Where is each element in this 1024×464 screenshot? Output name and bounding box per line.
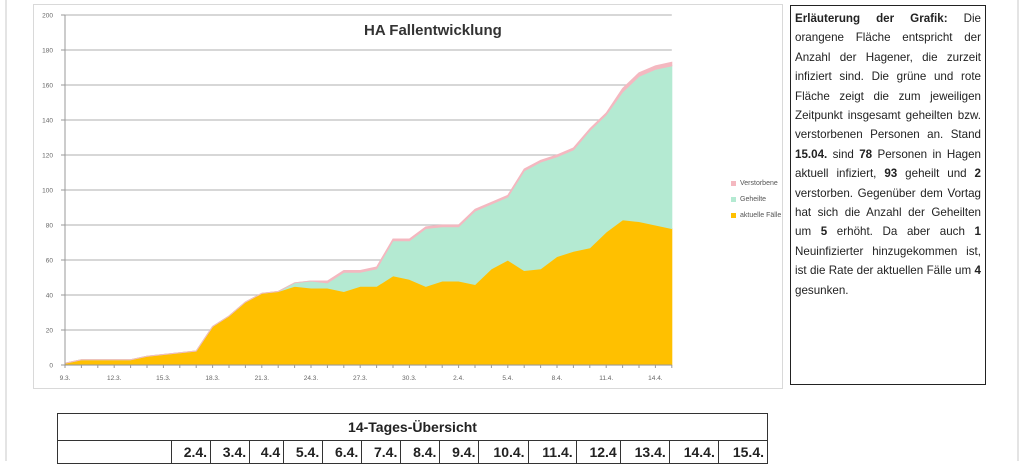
legend-item-geheilte: Geheilte — [731, 191, 781, 207]
date-header-cell: 9.4. — [439, 440, 480, 464]
date-header-cell: 11.4. — [527, 440, 577, 464]
explanation-new-infected: 1 — [974, 225, 981, 239]
overview-table-title: 14-Tages-Übersicht — [57, 413, 768, 441]
y-tick-label: 80 — [46, 223, 54, 230]
explanation-heading: Erläuterung der Grafik: — [795, 12, 948, 25]
chart-title: HA Fallentwicklung — [364, 22, 502, 39]
explanation-healed-count: 93 — [884, 167, 898, 181]
overview-date-row: 2.4. 3.4. 4.4 5.4. 6.4. 7.4. 8.4. 9.4. 10.4. 11.4… — [57, 440, 769, 464]
x-tick-label: 15.3. — [156, 375, 171, 382]
x-tick-label: 5.4. — [502, 375, 513, 382]
overview-table-wrap: 14-Tages-Übersicht 2.4. 3.4. 4.4 5.4. 6.4. 7.… — [57, 413, 769, 464]
legend-label: Geheilte — [740, 195, 767, 203]
legend-swatch-geheilte — [731, 196, 736, 202]
x-tick-label: 9.3. — [60, 375, 71, 382]
date-header-cell: 4.4 — [249, 440, 285, 464]
explanation-text: geheilt und — [897, 167, 975, 181]
legend-label: Verstorbene — [740, 179, 778, 187]
legend-item-aktuelle-faelle: aktuelle Fälle — [731, 207, 781, 223]
date-header-cell: 14.4. — [668, 440, 719, 464]
x-tick-label: 11.4. — [599, 375, 613, 382]
y-tick-label: 140 — [42, 118, 53, 125]
y-tick-label: 120 — [42, 153, 53, 160]
y-tick-label: 160 — [42, 83, 53, 90]
explanation-box: Erläuterung der Grafik: Die orangene Flä… — [790, 5, 986, 385]
y-tick-label: 100 — [42, 188, 53, 195]
date-header-cell: 8.4. — [400, 440, 441, 464]
explanation-text: Neuinfizierter hinzugekommen ist, ist di… — [795, 244, 981, 278]
explanation-text: erhöht. Da aber auch — [827, 225, 975, 239]
explanation-text: sind — [827, 147, 860, 161]
legend-swatch-aktuelle-faelle — [731, 212, 736, 218]
explanation-text: gesunken. — [795, 283, 849, 297]
date-header-cell: 2.4. — [170, 440, 212, 464]
date-header-cell: 15.4. — [717, 440, 769, 464]
row-label-cell — [57, 440, 172, 464]
page-edge-left — [5, 0, 7, 461]
legend-label: aktuelle Fälle — [740, 211, 782, 219]
date-header-cell: 12.4 — [575, 440, 621, 464]
x-tick-label: 18.3. — [205, 375, 220, 382]
date-header-cell: 6.4. — [322, 440, 363, 464]
date-header-cell: 3.4. — [210, 440, 251, 464]
x-tick-label: 24.3. — [304, 375, 319, 382]
explanation-rate-delta: 4 — [974, 264, 981, 278]
x-tick-label: 14.4. — [648, 375, 663, 382]
explanation-healed-delta: 5 — [820, 225, 828, 239]
chart-frame: 0 20 40 60 80 100 120 140 160 180 200 9.3. 12.3. 15.3… — [33, 4, 783, 389]
legend-item-verstorbene: Verstorbene — [731, 175, 781, 191]
date-header-cell: 7.4. — [361, 440, 402, 464]
x-tick-label: 30.3. — [402, 375, 417, 382]
y-tick-label: 20 — [46, 328, 54, 335]
explanation-text: verstorben. Gegenüber dem Vortag hat sic… — [795, 186, 981, 239]
x-tick-label: 21.3. — [255, 375, 270, 382]
overview-table: 14-Tages-Übersicht 2.4. 3.4. 4.4 5.4. 6.4. 7.… — [57, 413, 769, 464]
x-tick-label: 8.4. — [552, 375, 563, 382]
page-edge-right — [1017, 0, 1019, 461]
y-tick-label: 200 — [42, 13, 53, 20]
explanation-date: 15.04. — [795, 147, 828, 161]
x-tick-label: 2.4. — [453, 375, 464, 382]
y-tick-label: 40 — [46, 293, 54, 300]
area-Verstorbene — [64, 61, 673, 364]
y-tick-label: 60 — [46, 258, 54, 265]
chart-legend: Verstorbene Geheilte aktuelle Fälle — [731, 175, 781, 223]
y-tick-label: 0 — [49, 363, 53, 370]
legend-swatch-verstorbene — [731, 180, 736, 186]
explanation-dead-count: 2 — [974, 167, 981, 181]
area-chart: 0 20 40 60 80 100 120 140 160 180 200 9.3. 12.3. 15.3… — [42, 13, 673, 382]
explanation-infected-count: 78 — [859, 147, 873, 161]
explanation-text: Die orangene Fläche entspricht der Anzah… — [795, 12, 981, 142]
date-header-cell: 13.4. — [619, 440, 670, 464]
overview-title-row: 14-Tages-Übersicht — [57, 413, 768, 441]
y-tick-label: 180 — [42, 48, 53, 55]
x-tick-label: 12.3. — [107, 375, 122, 382]
x-tick-label: 27.3. — [353, 375, 368, 382]
explanation-text: Personen in Hagen aktuell infiziert, — [795, 147, 982, 181]
date-header-cell: 5.4. — [283, 440, 324, 464]
date-header-cell: 10.4. — [478, 440, 529, 464]
